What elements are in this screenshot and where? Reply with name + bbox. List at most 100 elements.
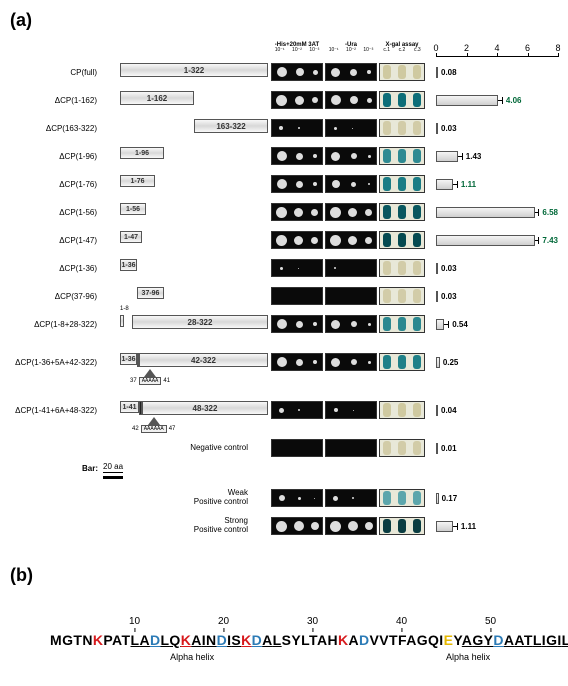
row-label: ΔCP(1-36) [7,264,97,273]
aa-residue: G [417,632,428,648]
aa-residue: A [462,632,473,648]
assay-panel [325,91,377,109]
xgal-panel [379,259,425,277]
assay-lane [271,175,425,193]
construct-row: ΔCP(1-36)1-360.03 [10,254,558,282]
panel-b-label: (b) [10,565,558,586]
aa-residue: D [217,632,228,648]
aa-residue: A [504,632,515,648]
bar-value: 0.01 [441,444,457,453]
aa-residue: G [546,632,557,648]
aa-residue: A [191,632,202,648]
construct-lane: 1-56 [120,203,268,221]
assay-panel [325,489,377,507]
row-label: ΔCP(163-322) [7,124,97,133]
construct-lane: 1-36 [120,259,268,277]
bar-value: 0.54 [452,320,468,329]
bar [436,263,438,274]
aa-residue: V [370,632,380,648]
seq-tick: 50 [485,616,496,627]
bar-lane: 0.03 [436,119,558,137]
construct-box: 163-322 [194,119,268,133]
assay-panel [325,315,377,333]
control-label: Strong Positive control [138,517,248,535]
construct-box: 1-162 [120,91,194,105]
assay-lane [271,287,425,305]
bar-lane: 0.03 [436,287,558,305]
construct-lane: 1-76 [120,175,268,193]
control-label: Weak Positive control [138,489,248,507]
aa-residue: A [514,632,523,648]
construct-row: Weak Positive control0.17 [10,484,558,512]
construct-row: ΔCP(1-56)1-566.58 [10,198,558,226]
aa-residue: Y [291,632,301,648]
assay-panel [325,147,377,165]
aa-residue: G [472,632,483,648]
assay-panel [271,259,323,277]
assay-panel [325,119,377,137]
aa-residue: T [309,632,317,648]
aa-residue: D [493,632,504,648]
construct-row: ΔCP(1-41+6A+48-322)1-4148-32242AAAAAA470… [10,386,558,434]
aa-residue: N [206,632,217,648]
construct-row: ΔCP(1-76)1-761.11 [10,170,558,198]
assay-panel [271,401,323,419]
xgal-panel [379,203,425,221]
construct-row: ΔCP(163-322) 163-322 0.03 [10,114,558,142]
construct-box: 42-322 [139,353,268,367]
construct-row: Strong Positive control 1.11 [10,512,558,540]
aa-residue: K [181,632,192,648]
aa-residue: Q [428,632,439,648]
assay-panel [271,175,323,193]
row-label: ΔCP(1-96) [7,152,97,161]
assay-lane [271,259,425,277]
bar [436,443,438,454]
aa-residue: K [93,632,104,648]
aa-residue: E [444,632,454,648]
construct-box: 1-36 [120,259,137,271]
aa-residue: D [252,632,263,648]
assay-lane [271,203,425,221]
assay-lane [271,91,425,109]
row-label: ΔCP(1-76) [7,180,97,189]
construct-box: 48-322 [142,401,268,415]
assay-panel [271,315,323,333]
xgal-panel [379,91,425,109]
aa-residue: A [262,632,273,648]
construct-box: 1-76 [120,175,155,187]
construct-box: 1-41 [120,401,139,413]
construct-box [120,315,124,327]
assay-panel [271,489,323,507]
x-tick: 0 [433,43,438,53]
panel-a: -His+20mM 3AT10⁻¹10⁻²10⁻³-Ura10⁻¹10⁻²10⁻… [10,36,558,540]
bar [436,95,498,106]
seq-tick: 30 [307,616,318,627]
x-tick: 4 [494,43,499,53]
bar-lane: 0.01 [436,439,558,457]
xgal-panel [379,231,425,249]
xgal-panel [379,353,425,371]
construct-box: 28-322 [132,315,268,329]
aa-residue: V [379,632,389,648]
bar [436,179,453,190]
assay-header: -His+20mM 3AT10⁻¹10⁻²10⁻³ [271,42,323,53]
construct-box: 1-322 [120,63,268,77]
bar-value: 4.06 [506,96,522,105]
aa-residue: D [359,632,370,648]
panel-b-sequence: 1020304050MGTNKPATLADLQKAINDISKDALSYLTAH… [50,616,558,676]
construct-lane: 1-322 [120,63,268,81]
assay-lane [271,147,425,165]
assay-panel [271,119,323,137]
construct-lane: 1-96 [120,147,268,165]
x-axis: 02468 [436,40,558,54]
bar-lane: 0.04 [436,401,558,419]
row-label: ΔCP(1-36+5A+42-322) [7,358,97,367]
assay-panel [325,353,377,371]
assay-panel [325,259,377,277]
assay-panel [325,231,377,249]
bar-lane: 4.06 [436,91,558,109]
bar [436,67,438,78]
bar-value: 1.11 [461,522,476,531]
xgal-panel [379,489,425,507]
aa-residue: K [338,632,349,648]
